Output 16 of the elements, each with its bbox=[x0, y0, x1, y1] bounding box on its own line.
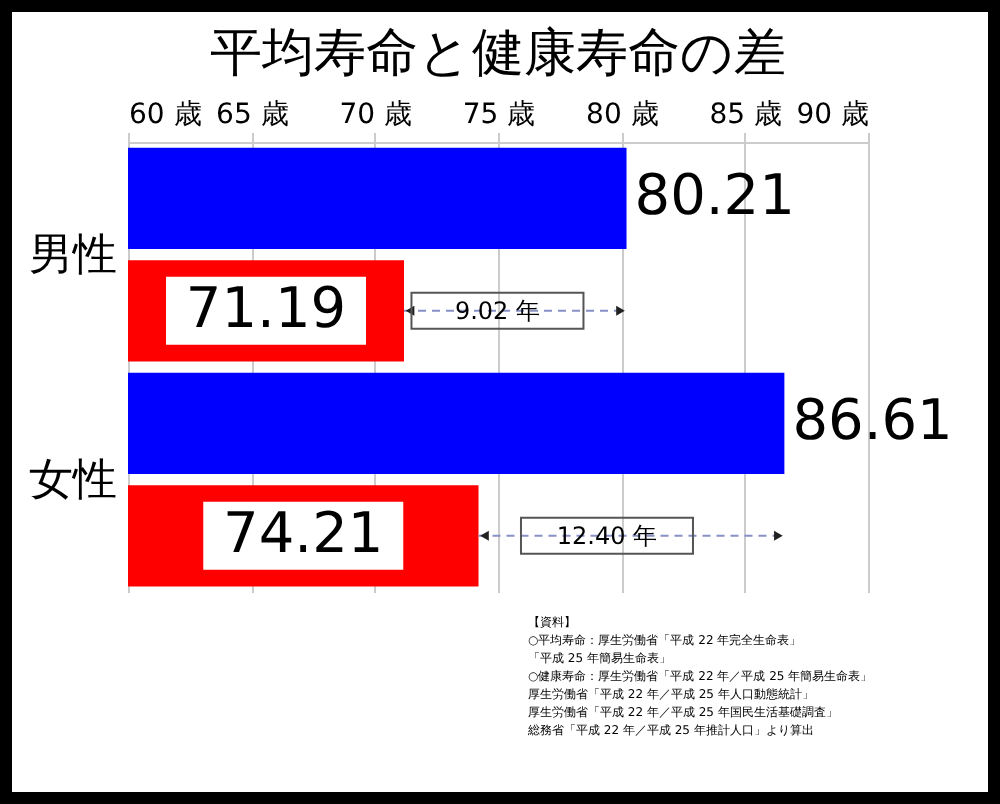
x-tick-label: 90 歳 bbox=[796, 99, 869, 131]
y-tick-label: 男性 bbox=[29, 230, 117, 281]
x-tick-label: 60 歳 bbox=[129, 99, 202, 131]
data-label: 86.61 bbox=[792, 387, 953, 454]
x-tick-label: 65 歳 bbox=[216, 99, 289, 131]
annotation: 12.40 年 bbox=[556, 521, 658, 550]
chart-title: 平均寿命と健康寿命の差 bbox=[210, 24, 786, 84]
data-label: 74.21 bbox=[223, 499, 384, 566]
x-tick-label: 80 歳 bbox=[586, 99, 659, 131]
data-label: 71.19 bbox=[185, 274, 347, 341]
annotation: 9.02 年 bbox=[454, 296, 541, 325]
x-tick-label: 85 歳 bbox=[709, 99, 782, 131]
data-label: 80.21 bbox=[634, 162, 795, 229]
x-tick-label: 70 歳 bbox=[339, 99, 412, 131]
y-tick-label: 女性 bbox=[29, 455, 117, 506]
x-tick-label: 75 歳 bbox=[462, 99, 536, 131]
